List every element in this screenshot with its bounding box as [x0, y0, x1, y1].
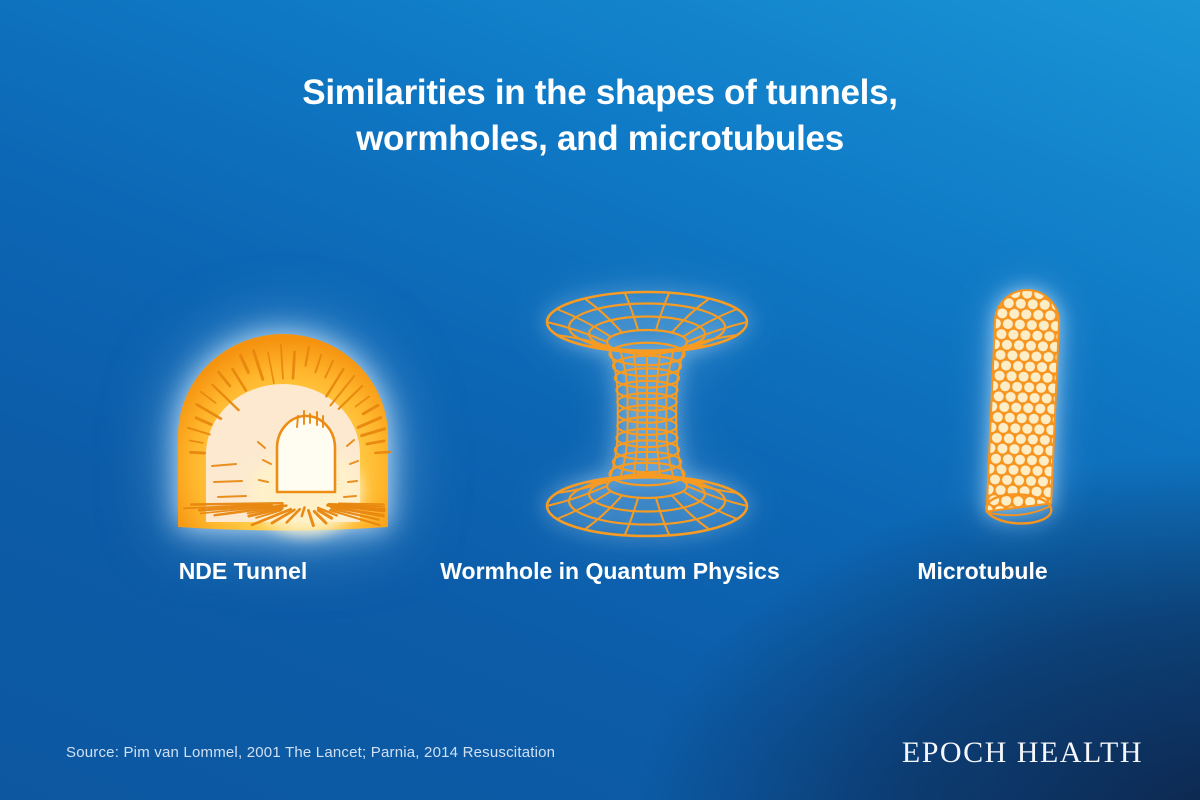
- title-line-2: wormholes, and microtubules: [356, 119, 844, 159]
- nde-tunnel-illustration: [178, 334, 392, 534]
- caption-nde-tunnel: NDE Tunnel: [178, 558, 308, 584]
- microtubule-illustration: [985, 289, 1060, 525]
- panel-wormhole: [527, 284, 767, 544]
- microtubule-body: [985, 289, 1060, 525]
- wormhole-illustration: [545, 290, 749, 538]
- panel-nde-tunnel: [148, 296, 418, 546]
- panel-microtubule: [953, 278, 1093, 548]
- caption-wormhole: Wormhole in Quantum Physics: [440, 558, 780, 584]
- brand-logo: EPOCH HEALTH: [901, 736, 1143, 769]
- page-title: Similarities in the shapes of tunnels, w…: [0, 70, 1200, 162]
- title-line-1: Similarities in the shapes of tunnels,: [302, 73, 898, 112]
- caption-microtubule: Microtubule: [917, 558, 1048, 584]
- source-attribution: Source: Pim van Lommel, 2001 The Lancet;…: [66, 744, 556, 761]
